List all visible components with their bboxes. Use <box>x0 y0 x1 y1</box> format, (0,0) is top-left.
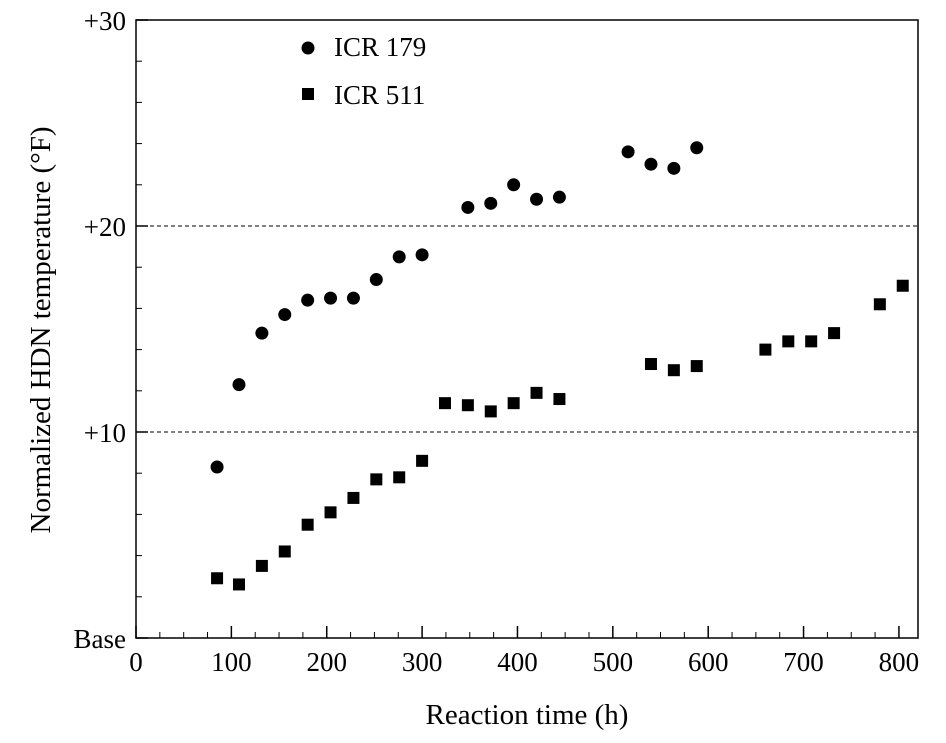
data-point-circle <box>552 190 566 204</box>
legend-marker-circle <box>301 41 315 55</box>
data-point-square <box>347 491 360 504</box>
y-tick-label: +10 <box>84 418 126 448</box>
tick-labels: 0 100 200 300 400 500 600 700 800 Base +10 +20 +30 <box>74 6 920 677</box>
x-tick-label: 100 <box>211 647 252 677</box>
data-point-square <box>438 397 451 410</box>
data-point-circle <box>278 308 292 322</box>
data-point-square <box>278 545 291 558</box>
legend: ICR 179 ICR 511 <box>301 32 426 110</box>
data-point-square <box>553 393 566 406</box>
x-tick-label: 700 <box>783 647 824 677</box>
legend-label-icr-511: ICR 511 <box>334 80 425 110</box>
grid-lines <box>136 225 918 433</box>
data-point-square <box>782 335 795 348</box>
data-point-circle <box>232 378 246 392</box>
data-point-square <box>644 358 657 371</box>
data-point-square <box>301 518 314 531</box>
series-icr-179 <box>210 141 704 474</box>
y-tick-label: Base <box>74 624 127 654</box>
data-point-circle <box>621 145 635 159</box>
data-point-square <box>690 360 703 373</box>
data-point-circle <box>324 291 338 305</box>
minor-ticks <box>136 60 876 638</box>
data-point-square <box>255 559 268 572</box>
data-point-circle <box>415 248 429 262</box>
data-point-square <box>416 454 429 467</box>
data-point-square <box>211 572 224 585</box>
data-point-square <box>828 327 841 340</box>
legend-marker-square <box>302 88 314 100</box>
data-point-circle <box>369 273 383 287</box>
data-point-circle <box>507 178 521 192</box>
data-point-circle <box>461 200 475 214</box>
y-tick-label: +20 <box>84 212 126 242</box>
data-point-square <box>896 279 909 292</box>
series-icr-511 <box>211 279 909 591</box>
legend-label-icr-179: ICR 179 <box>334 32 426 62</box>
data-point-square <box>324 506 337 519</box>
data-point-square <box>667 364 680 377</box>
data-point-square <box>393 471 406 484</box>
x-axis-label: Reaction time (h) <box>426 699 629 731</box>
data-point-square <box>461 399 474 412</box>
x-tick-label: 300 <box>402 647 443 677</box>
data-point-circle <box>392 250 406 264</box>
data-point-square <box>370 473 383 486</box>
y-tick-label: +30 <box>84 6 126 36</box>
x-tick-label: 600 <box>688 647 729 677</box>
major-ticks <box>135 19 900 639</box>
data-point-circle <box>530 192 544 206</box>
legend-item-icr-179: ICR 179 <box>301 32 426 62</box>
data-point-circle <box>301 293 315 307</box>
data-point-circle <box>644 157 658 171</box>
data-point-circle <box>690 141 704 155</box>
data-point-square <box>507 397 520 410</box>
data-point-square <box>805 335 818 348</box>
data-point-circle <box>210 460 224 474</box>
x-tick-label: 800 <box>879 647 920 677</box>
x-tick-label: 400 <box>497 647 538 677</box>
y-axis-label: Normalized HDN temperature (°F) <box>25 127 57 534</box>
data-point-circle <box>255 326 269 340</box>
plot-frame <box>135 19 919 639</box>
data-points <box>210 141 909 591</box>
data-point-circle <box>667 161 681 175</box>
data-point-circle <box>484 196 498 210</box>
x-tick-label: 0 <box>129 647 143 677</box>
x-tick-label: 500 <box>593 647 634 677</box>
data-point-square <box>873 298 886 311</box>
data-point-square <box>759 343 772 356</box>
x-tick-label: 200 <box>306 647 347 677</box>
data-point-square <box>484 405 497 418</box>
legend-item-icr-511: ICR 511 <box>302 80 425 110</box>
data-point-square <box>530 386 543 399</box>
data-point-circle <box>346 291 360 305</box>
data-point-square <box>232 578 245 591</box>
